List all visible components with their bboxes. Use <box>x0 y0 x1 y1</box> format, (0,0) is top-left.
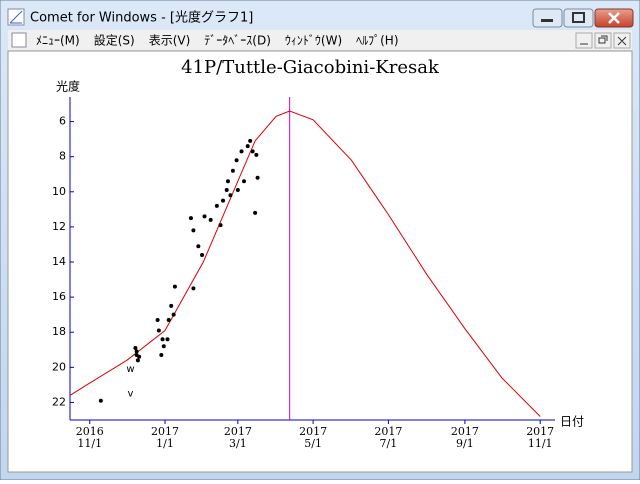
observation <box>221 198 226 203</box>
menu-item[interactable]: ﾃﾞｰﾀﾍﾞｰｽ(D) <box>204 34 271 48</box>
observation <box>214 203 219 208</box>
menu-items: ﾒﾆｭｰ(M) 設定(S) 表示(V) ﾃﾞｰﾀﾍﾞｰｽ(D) ｳｨﾝﾄﾞｳ(W) ﾍﾙﾌ… <box>36 33 399 48</box>
mdi-restore[interactable] <box>594 32 612 49</box>
observation <box>166 317 171 322</box>
mdi-icons <box>580 35 627 46</box>
mdi-icon <box>11 32 27 48</box>
close-icon <box>608 12 620 24</box>
observation <box>165 337 170 342</box>
y-tick-label: 20 <box>52 360 66 373</box>
y-tick-label: 14 <box>52 255 66 268</box>
observation <box>172 284 177 289</box>
x-tick-label: 2017 <box>451 425 479 438</box>
chart-title: 41P/Tuttle-Giacobini-Kresak <box>181 57 440 78</box>
y-tick-label: 16 <box>52 290 66 303</box>
x-tick-label: 1/1 <box>156 437 174 450</box>
observation <box>196 244 201 249</box>
observation <box>155 317 160 322</box>
observation <box>156 328 161 333</box>
observation <box>191 286 196 291</box>
observation <box>134 349 139 354</box>
observation <box>171 312 176 317</box>
y-tick-label: 12 <box>52 220 66 233</box>
mdi-minimize[interactable] <box>575 32 593 49</box>
observation <box>239 149 244 154</box>
observation <box>208 217 213 222</box>
window-title: Comet for Windows - [光度グラフ1] <box>30 10 253 26</box>
y-tick-label: 8 <box>59 150 66 163</box>
menu-item[interactable]: 設定(S) <box>94 33 135 48</box>
x-tick-label: 9/1 <box>456 437 474 450</box>
chart-area <box>7 50 633 473</box>
x-tick-label: 11/1 <box>77 437 102 450</box>
x-tick-label: 7/1 <box>380 437 398 450</box>
x-tick-label: 3/1 <box>229 437 247 450</box>
observation <box>202 214 207 219</box>
observation <box>254 152 259 157</box>
observation <box>255 175 260 180</box>
observation <box>230 168 235 173</box>
observation <box>98 398 103 403</box>
annotation: w <box>126 364 134 375</box>
observation <box>161 344 166 349</box>
y-tick-label: 10 <box>52 185 66 198</box>
x-tick-label: 2016 <box>76 425 104 438</box>
observation <box>235 188 240 193</box>
menu-item[interactable]: ｳｨﾝﾄﾞｳ(W) <box>285 34 342 48</box>
observation <box>133 346 138 351</box>
y-tick-label: 6 <box>59 115 66 128</box>
x-axis-label: 日付 <box>560 415 584 429</box>
minimize-icon <box>541 19 553 22</box>
observation <box>242 179 247 184</box>
y-tick-label: 18 <box>52 325 66 338</box>
observation <box>218 223 223 228</box>
observation <box>160 337 165 342</box>
observation <box>191 228 196 233</box>
observation <box>188 216 193 221</box>
menu-bar <box>8 30 632 50</box>
observation <box>159 353 164 358</box>
observation <box>200 252 205 257</box>
observation <box>253 210 258 215</box>
observation <box>169 303 174 308</box>
x-tick-label: 2017 <box>374 425 402 438</box>
x-tick-label: 2017 <box>299 425 327 438</box>
menu-item[interactable]: ﾍﾙﾌﾟ(H) <box>356 34 398 48</box>
x-tick-label: 5/1 <box>304 437 322 450</box>
predicted-curve <box>69 110 541 417</box>
observation <box>224 188 229 193</box>
observation <box>234 158 239 163</box>
observation <box>250 149 255 154</box>
annotation: v <box>128 389 134 400</box>
maximize-icon <box>572 12 585 23</box>
observation <box>135 358 140 363</box>
menu-item[interactable]: ﾒﾆｭｰ(M) <box>36 34 80 48</box>
y-axis-label: 光度 <box>56 79 80 94</box>
app-icon-glyph <box>9 10 23 24</box>
observation <box>245 144 250 149</box>
x-tick-label: 2017 <box>224 425 252 438</box>
observation <box>225 179 230 184</box>
observation <box>137 354 142 359</box>
plot: 6810121416182022201611/120171/120173/120… <box>52 97 555 450</box>
observation <box>248 138 253 143</box>
observation <box>228 193 233 198</box>
x-tick-label: 11/1 <box>528 437 553 450</box>
maximize-button[interactable] <box>563 8 594 28</box>
x-tick-label: 2017 <box>151 425 179 438</box>
minimize-button[interactable] <box>532 8 563 28</box>
menu-item[interactable]: 表示(V) <box>149 34 191 48</box>
y-tick-label: 22 <box>52 395 66 408</box>
x-tick-label: 2017 <box>526 425 554 438</box>
